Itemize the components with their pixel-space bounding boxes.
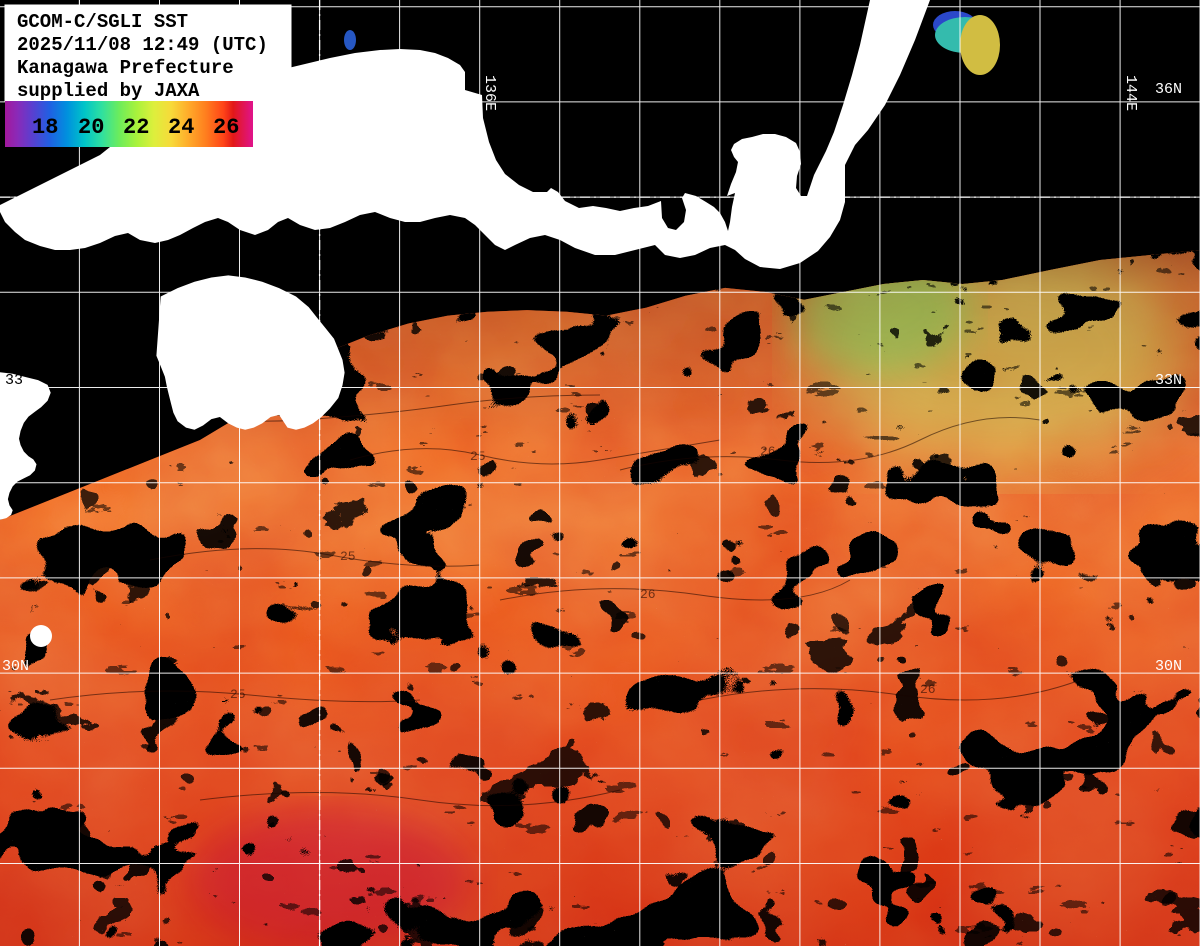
svg-text:26: 26 [640, 587, 656, 602]
svg-text:GCOM-C/SGLI SST: GCOM-C/SGLI SST [17, 11, 188, 33]
svg-text:supplied by JAXA: supplied by JAXA [17, 80, 200, 102]
svg-text:22: 22 [123, 115, 149, 140]
svg-text:36N: 36N [1155, 81, 1182, 98]
svg-text:30N: 30N [2, 658, 29, 675]
svg-text:26: 26 [213, 115, 239, 140]
svg-text:33: 33 [5, 372, 23, 389]
svg-text:2025/11/08 12:49 (UTC): 2025/11/08 12:49 (UTC) [17, 34, 268, 56]
svg-text:136E: 136E [481, 75, 498, 111]
svg-text:20: 20 [78, 115, 104, 140]
svg-text:144E: 144E [1122, 75, 1139, 111]
svg-text:24: 24 [168, 115, 194, 140]
svg-text:30N: 30N [1155, 658, 1182, 675]
svg-text:33N: 33N [1155, 372, 1182, 389]
svg-text:26: 26 [760, 444, 776, 459]
svg-text:Kanagawa Prefecture: Kanagawa Prefecture [17, 57, 234, 79]
svg-text:18: 18 [32, 115, 58, 140]
svg-text:25: 25 [230, 687, 246, 702]
svg-text:25: 25 [470, 449, 486, 464]
svg-text:25: 25 [340, 549, 356, 564]
svg-text:26: 26 [920, 682, 936, 697]
